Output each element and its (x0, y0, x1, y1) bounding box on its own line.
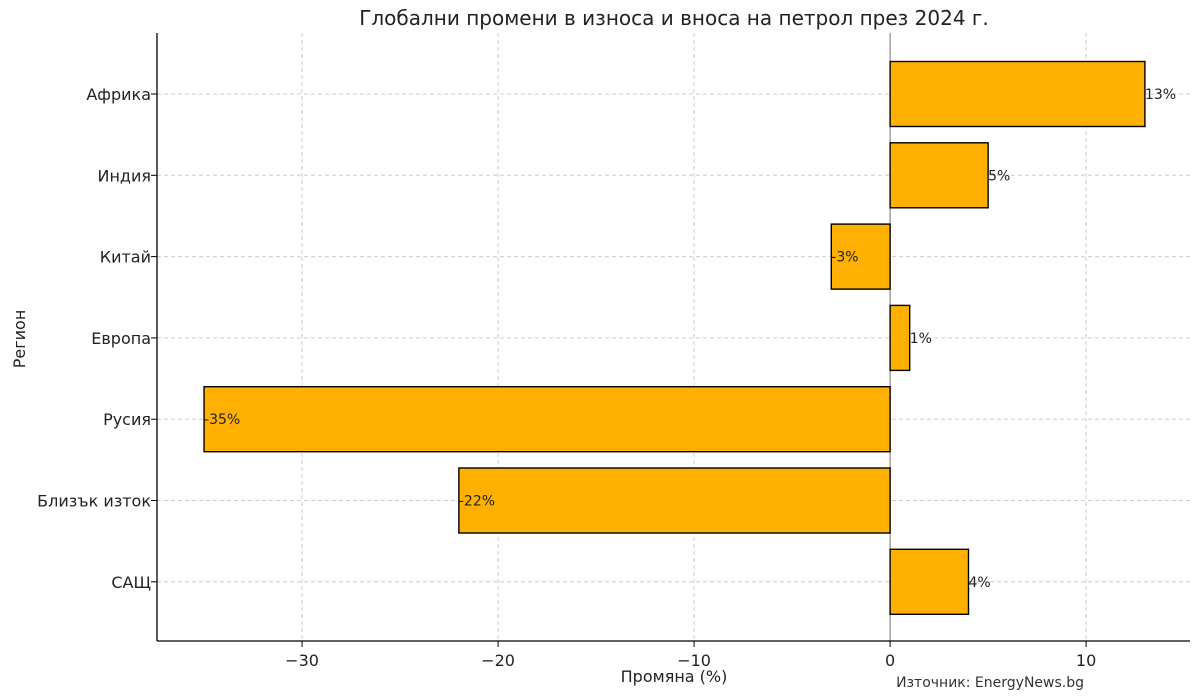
data-label: -35% (204, 412, 240, 428)
source-note: Източник: EnergyNews.bg (896, 675, 1084, 691)
bar-5 (203, 386, 891, 453)
x-tick-label: −20 (481, 651, 515, 670)
bar-1 (889, 60, 1146, 128)
x-tick-label: −10 (677, 651, 711, 670)
data-label: 1% (910, 331, 932, 347)
y-tick-label: Индия (97, 166, 151, 185)
data-label: -22% (459, 494, 495, 510)
x-tick-label: −30 (285, 651, 319, 670)
axes: −30 −20 −10 0 10 Африка Индия Китай Европа Русия Б… (37, 33, 1190, 670)
x-tick-label: 10 (1076, 651, 1096, 670)
y-tick-label: Африка (86, 85, 151, 104)
y-tick-label: Европа (91, 329, 151, 348)
chart-title: Глобални промени в износа и вноса на пет… (359, 6, 989, 30)
bars (203, 60, 1146, 615)
bar-7 (889, 548, 970, 615)
data-label: -3% (831, 250, 858, 266)
data-label: 4% (969, 575, 991, 591)
y-axis-title: Регион (10, 310, 29, 369)
bar-2 (889, 142, 989, 209)
data-labels: 13% 5% -3% 1% -35% -22% 4% (204, 87, 1176, 591)
data-label: 5% (988, 168, 1010, 184)
data-label: 13% (1145, 87, 1176, 103)
y-tick-label: Китай (100, 248, 151, 267)
x-tick-label: 0 (885, 651, 895, 670)
bar-3 (830, 223, 891, 290)
x-axis-title: Промяна (%) (621, 667, 728, 686)
y-tick-label: Русия (103, 410, 151, 429)
bar-6 (458, 467, 891, 534)
y-tick-label: Близък изток (37, 492, 151, 511)
bar-4 (889, 304, 911, 372)
y-tick-label: САЩ (111, 573, 151, 592)
